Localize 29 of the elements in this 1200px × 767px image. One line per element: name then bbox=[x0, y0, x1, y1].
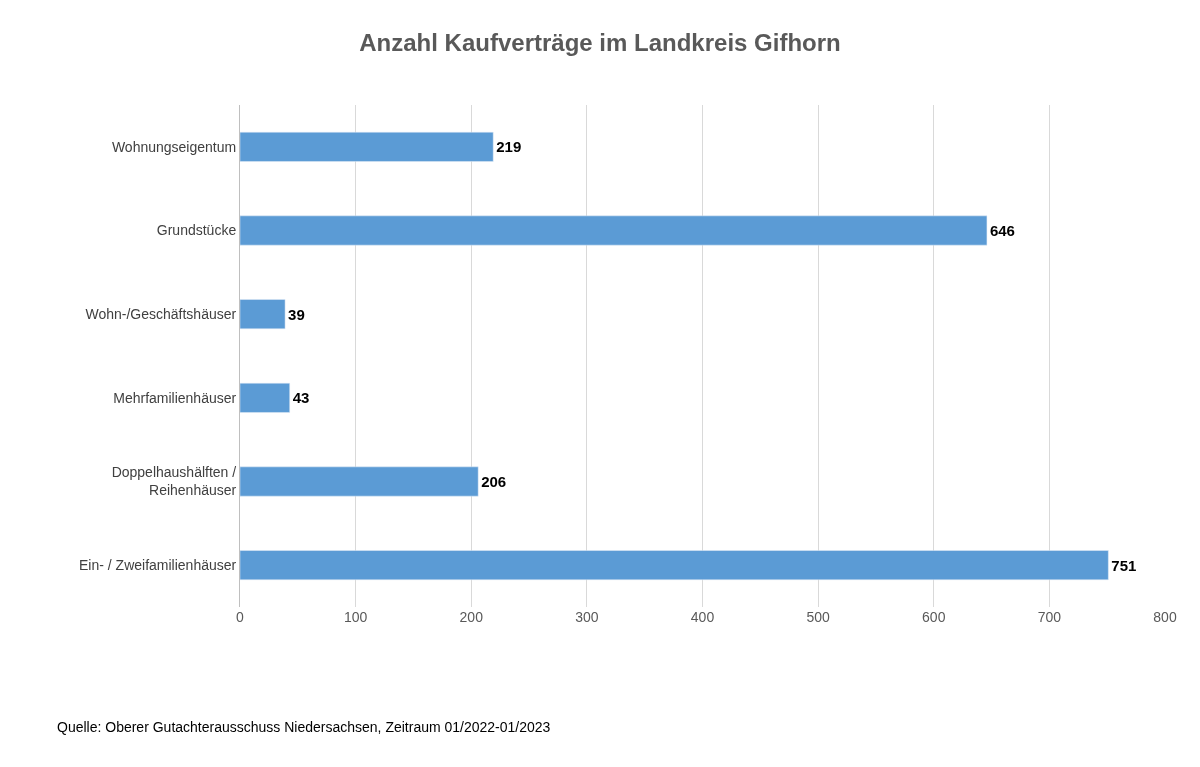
x-tick-label: 100 bbox=[343, 609, 368, 625]
data-label: 39 bbox=[288, 305, 305, 323]
x-tick-label: 700 bbox=[1037, 609, 1062, 625]
data-label: 43 bbox=[292, 389, 310, 407]
x-tick-label: 0 bbox=[236, 609, 245, 625]
source-note: Quelle: Oberer Gutachterausschuss Niedersachsen, Zeitraum 01/2022-01/2023 bbox=[57, 719, 551, 735]
bar bbox=[240, 466, 479, 497]
bar bbox=[240, 215, 988, 246]
data-label: 751 bbox=[1111, 556, 1137, 574]
bar bbox=[240, 550, 1109, 581]
data-label: 646 bbox=[989, 222, 1015, 239]
y-tick-label: Wohn-/Geschäftshäuser bbox=[85, 306, 237, 323]
y-tick-label: Wohnungseigentum bbox=[111, 138, 237, 155]
y-tick-label: Ein- / Zweifamilienhäuser bbox=[79, 557, 237, 574]
bar bbox=[240, 131, 494, 162]
y-tick-label: Doppelhaushälften / Reihenhäuser bbox=[111, 464, 237, 499]
y-tick-label: Mehrfamilienhäuser bbox=[113, 389, 237, 406]
bar bbox=[240, 299, 286, 330]
x-tick-label: 500 bbox=[806, 609, 831, 625]
x-tick-label: 400 bbox=[690, 609, 715, 625]
bar bbox=[240, 382, 290, 413]
x-tick-label: 300 bbox=[575, 609, 599, 625]
data-label: 206 bbox=[481, 473, 507, 490]
x-tick-label: 800 bbox=[1153, 609, 1177, 625]
x-tick-label: 600 bbox=[922, 609, 946, 625]
chart-title: Anzahl Kaufverträge im Landkreis Gifhorn bbox=[359, 29, 841, 57]
data-label: 219 bbox=[496, 138, 522, 156]
y-tick-label: Grundstücke bbox=[156, 222, 237, 239]
x-tick-label: 200 bbox=[459, 609, 484, 625]
